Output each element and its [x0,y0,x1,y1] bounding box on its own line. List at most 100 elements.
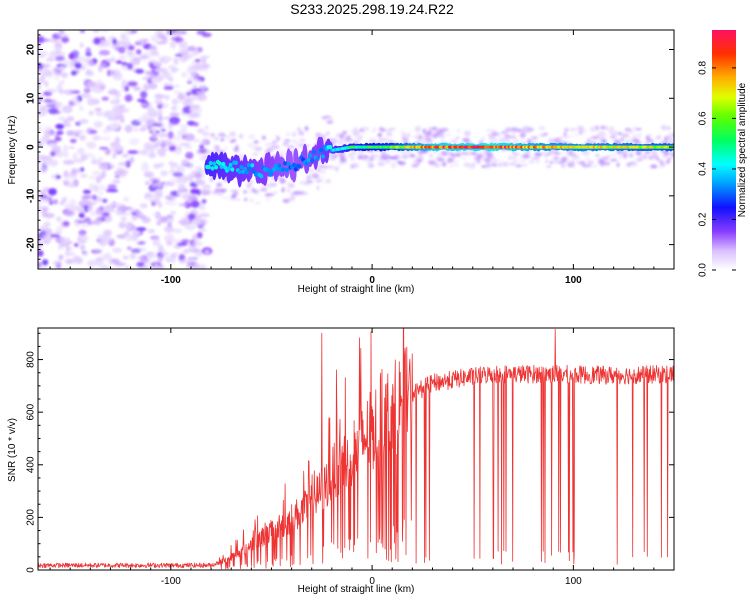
halo-speckle [400,155,409,159]
noise-speckle [190,188,200,195]
noise-speckle [79,42,84,48]
halo-speckle [518,160,523,164]
noise-speckle [114,174,121,179]
halo-speckle [513,139,519,143]
noise-speckle [38,110,42,118]
noise-speckle [99,236,110,245]
y-tick-label: 600 [26,403,37,420]
x-tick-label: -100 [161,275,181,286]
noise-speckle [92,135,102,141]
halo-speckle [557,136,563,140]
noise-speckle [94,107,102,112]
noise-speckle [194,59,201,63]
halo-speckle [377,162,386,167]
noise-speckle [131,211,138,216]
noise-speckle [105,149,110,155]
noise-speckle [58,242,68,247]
noise-speckle [193,236,198,244]
noise-speckle [163,56,173,62]
y-tick-label: 0 [26,144,37,150]
noise-speckle [80,173,88,178]
noise-speckle [109,99,120,105]
y-tick-label: 0 [26,567,37,573]
x-tick-label: 100 [565,275,582,286]
noise-speckle [79,134,87,141]
halo-speckle [328,121,332,124]
noise-speckle [42,63,51,68]
halo-speckle [381,153,386,157]
noise-speckle [158,202,163,209]
noise-speckle [109,70,115,76]
noise-speckle [157,102,163,110]
noise-speckle [99,146,109,150]
halo-speckle [508,162,517,166]
noise-speckle [93,37,101,45]
halo-speckle [283,139,291,143]
noise-speckle [108,122,120,130]
core-inner [284,167,289,173]
halo-speckle [325,179,331,182]
noise-speckle [86,261,94,266]
noise-speckle [41,234,52,240]
halo-speckle [324,115,332,119]
noise-speckle [55,175,61,179]
halo-speckle [431,129,440,134]
noise-speckle [190,170,200,179]
noise-speckle [148,61,153,67]
noise-speckle [86,81,97,88]
noise-speckle [100,136,112,141]
halo-speckle [390,162,397,168]
halo-speckle [645,150,651,154]
halo-speckle [233,147,239,152]
noise-speckle [46,88,58,93]
noise-speckle [125,264,130,269]
halo-speckle [520,154,526,159]
y-tick-label: -20 [26,237,37,252]
y-tick-label: 200 [26,509,37,526]
noise-speckle [80,93,85,97]
halo-speckle [384,160,391,164]
core-inner [273,163,278,168]
noise-speckle [116,234,127,239]
noise-speckle [67,205,78,211]
noise-speckle [121,153,129,158]
noise-speckle [87,205,93,212]
noise-speckle [46,104,56,108]
colorbar-ticks: 0.0 0.2 0.4 0.6 0.8 [698,61,736,277]
colorbar-tick-label: 0.4 [698,162,709,176]
noise-speckle [129,138,140,146]
noise-speckle [172,228,183,234]
halo-speckle [544,153,549,158]
noise-speckle [190,104,201,108]
halo-speckle [485,150,490,155]
halo-speckle [519,132,526,139]
noise-speckle [93,86,103,94]
halo-speckle [261,135,266,140]
noise-speckle [170,211,177,215]
core-inner [248,166,253,171]
core-inner [221,161,226,167]
noise-speckle [180,239,190,243]
noise-speckle [91,194,97,201]
core-inner [268,172,273,177]
noise-speckle [65,258,74,265]
noise-speckle [104,252,112,260]
y-tick-label: -10 [26,188,37,203]
halo-speckle [560,152,564,155]
halo-speckle [336,140,343,146]
snr-panel: -100 0 100 0 200 400 600 800 Height of straight… [7,327,675,595]
halo-speckle [476,153,483,160]
halo-speckle [399,129,405,134]
noise-speckle [173,57,179,65]
noise-speckle [184,145,193,149]
noise-speckle [114,262,126,267]
halo-speckle [266,196,271,202]
noise-speckle [164,180,169,188]
halo-speckle [508,155,512,160]
noise-speckle [178,203,188,207]
noise-speckle [192,49,201,55]
noise-speckle [112,179,121,185]
halo-speckle [427,127,432,131]
halo-speckle [618,154,623,159]
noise-speckle [152,238,161,247]
